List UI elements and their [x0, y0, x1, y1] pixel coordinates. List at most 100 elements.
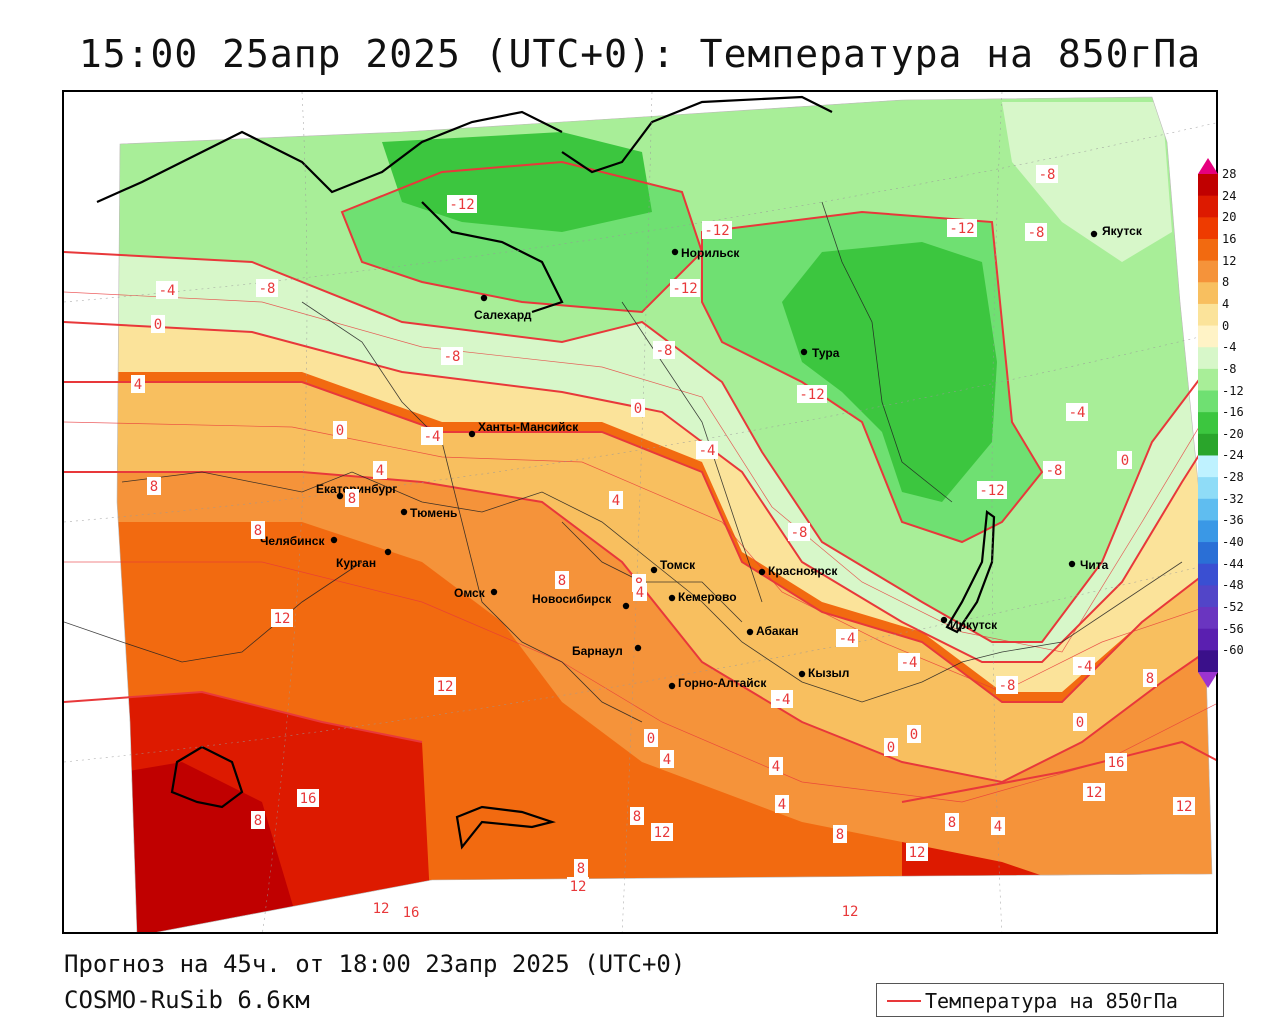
isotherm-label-bg: [156, 281, 178, 299]
city-marker: Тура: [800, 346, 840, 360]
isotherm-label-bg: [251, 811, 265, 829]
isotherm-label: 4: [633, 583, 647, 601]
legend-line-swatch: [887, 1000, 921, 1002]
colorbar-segment: [1198, 520, 1218, 543]
isotherm-label-bg: [251, 521, 265, 539]
isotherm-label-bg: [991, 817, 1005, 835]
city-marker: Красноярск: [758, 564, 838, 578]
isotherm-label: 0: [631, 399, 645, 417]
city-dot: [650, 566, 658, 574]
city-dot: [634, 644, 642, 652]
colorbar-segment: [1198, 368, 1218, 392]
isotherm-label-bg: [630, 807, 644, 825]
isotherm-label-bg: [1143, 669, 1157, 687]
city-dot: [1090, 230, 1098, 238]
city-dot: [468, 430, 476, 438]
isotherm-label-bg: [898, 653, 920, 671]
isotherm-label-text: 12: [1176, 799, 1193, 815]
isotherm-label: 4: [991, 817, 1005, 835]
isotherm-label-bg: [373, 461, 387, 479]
city-dot: [400, 508, 408, 516]
isotherm-label: -12: [947, 219, 977, 237]
city-dot: [746, 628, 754, 636]
city-name: Челябинск: [260, 534, 325, 548]
isotherm-label-bg: [833, 825, 847, 843]
isotherm-label-text: 8: [836, 827, 844, 843]
isotherm-label-bg: [151, 315, 165, 333]
isotherm-label: 4: [609, 491, 623, 509]
isotherm-label-bg: [256, 279, 278, 297]
isotherm-label: -4: [156, 281, 178, 299]
city-dot: [668, 594, 676, 602]
isotherm-label: -4: [1073, 657, 1095, 675]
isotherm-label-bg: [400, 903, 422, 921]
city-marker: Кемерово: [668, 590, 737, 604]
isotherm-label-text: 0: [1121, 453, 1129, 469]
isotherm-label-text: 16: [300, 791, 317, 807]
isotherm-label: 0: [644, 729, 658, 747]
isotherm-label-text: 0: [1076, 715, 1084, 731]
colorbar-segment: [1198, 260, 1218, 283]
city-name: Омск: [454, 586, 486, 600]
isotherm-label-text: 0: [154, 317, 162, 333]
isotherm-label-bg: [1025, 223, 1047, 241]
isotherm-label: 8: [147, 477, 161, 495]
city-marker: Горно-Алтайск: [668, 676, 767, 690]
city-name: Тура: [812, 346, 840, 360]
city-marker: Иркутск: [940, 616, 998, 632]
colorbar-top-arrow: [1198, 158, 1218, 174]
isotherm-label-text: 4: [778, 797, 786, 813]
isotherm-label-text: 8: [577, 861, 585, 877]
colorbar-segment: [1198, 498, 1218, 521]
city-marker: Тюмень: [400, 506, 457, 520]
city-marker: Кызыл: [798, 666, 849, 680]
isotherm-label: 12: [271, 609, 293, 627]
colorbar-tick-label: -36: [1222, 513, 1244, 528]
colorbar-tick-label: -40: [1222, 535, 1244, 550]
city-dot: [490, 588, 498, 596]
city-marker: Омск: [454, 586, 498, 600]
isotherm-label-text: 8: [254, 813, 262, 829]
city-name: Иркутск: [950, 618, 998, 632]
model-name: COSMO-RuSib 6.6км: [64, 986, 310, 1014]
isotherm-label-text: 8: [633, 809, 641, 825]
city-dot: [671, 248, 679, 256]
colorbar-segment: [1198, 477, 1218, 500]
city-dot: [940, 616, 948, 624]
isotherm-label: -12: [797, 385, 827, 403]
city-name: Абакан: [756, 624, 799, 638]
colorbar: [1198, 158, 1218, 688]
isotherm-label: -4: [1066, 403, 1088, 421]
isotherm-label: 12: [370, 899, 392, 917]
isotherm-label-bg: [696, 441, 718, 459]
isotherm-label-text: -8: [259, 281, 276, 297]
isotherm-label-bg: [996, 676, 1018, 694]
isotherm-label: -4: [898, 653, 920, 671]
colorbar-segment: [1198, 585, 1218, 608]
isotherm-label-bg: [297, 789, 319, 807]
colorbar-tick-label: 16: [1222, 231, 1237, 246]
isotherm-label-bg: [660, 750, 674, 768]
colorbar-segment: [1198, 412, 1218, 435]
isotherm-label-bg: [441, 347, 463, 365]
isotherm-label-text: 12: [654, 825, 671, 841]
isotherm-label: 8: [833, 825, 847, 843]
colorbar-tick-label: -16: [1222, 405, 1244, 420]
isotherm-label: -8: [256, 279, 278, 297]
colorbar-tick-label: 4: [1222, 296, 1230, 311]
isotherm-label-bg: [947, 219, 977, 237]
isotherm-label-text: 12: [909, 845, 926, 861]
isotherm-label-text: -4: [424, 429, 441, 445]
city-marker: Барнаул: [572, 644, 642, 658]
isotherm-label-text: -4: [159, 283, 176, 299]
isotherm-label: -8: [788, 523, 810, 541]
isotherm-label: 8: [555, 571, 569, 589]
colorbar-segment: [1198, 650, 1218, 673]
isotherm-label-bg: [370, 899, 392, 917]
isotherm-label-text: 8: [558, 573, 566, 589]
isotherm-label-bg: [836, 629, 858, 647]
isotherm-label-bg: [775, 795, 789, 813]
isotherm-label: 12: [434, 677, 456, 695]
isotherm-label-text: 16: [403, 905, 420, 921]
city-name: Горно-Алтайск: [678, 676, 767, 690]
